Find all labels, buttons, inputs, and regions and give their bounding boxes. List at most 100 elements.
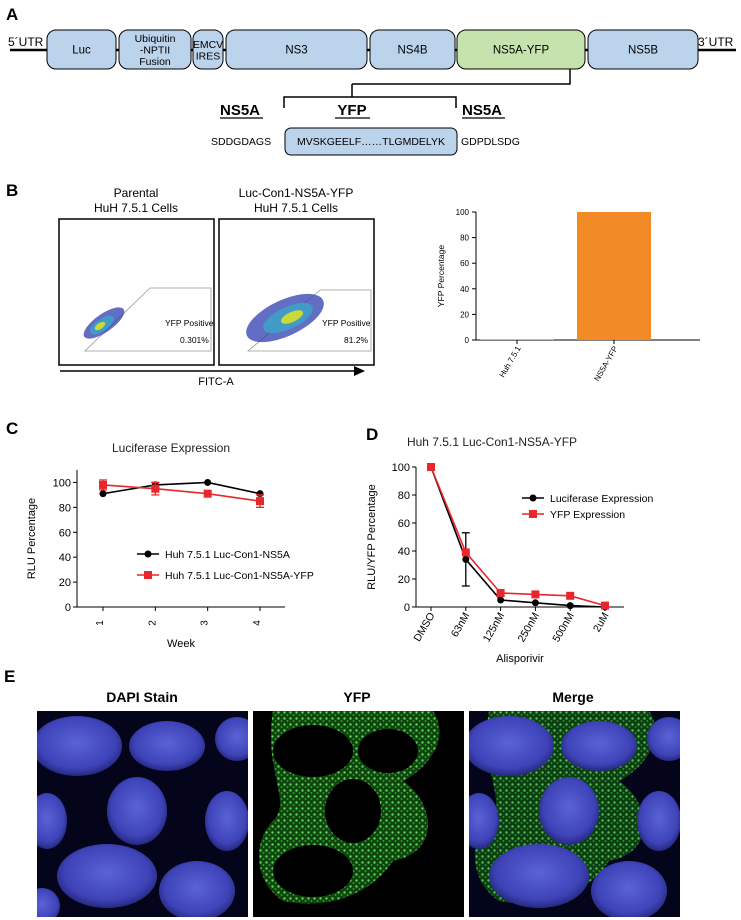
segment-ns5a-yfp-label: NS5A-YFP <box>493 45 550 57</box>
segment-ubiquitin-nptii-fusion-label: -NPTII <box>140 45 170 57</box>
flow1-gate-label: YFP Positive <box>165 318 214 328</box>
chart-title: Luciferase Expression <box>112 441 230 455</box>
merge-image <box>469 711 680 917</box>
series-marker <box>203 489 212 498</box>
segment-ubiquitin-nptii-fusion-label: Ubiquitin <box>135 33 176 45</box>
series-line <box>102 484 261 502</box>
segment-ns5b-label: NS5B <box>628 45 658 57</box>
segment-ubiquitin-nptii-fusion-label: Fusion <box>139 56 171 68</box>
legend-label: Luciferase Expression <box>550 493 653 505</box>
flow2-title-line1: Luc-Con1-NS5A-YFP <box>239 186 354 200</box>
series-marker <box>566 591 575 600</box>
y-tick-label: 80 <box>59 502 71 514</box>
legend-label: Huh 7.5.1 Luc-Con1-NS5A <box>165 549 290 561</box>
y-tick-label: 80 <box>398 490 410 502</box>
bar-category-label: NS5A-YFP <box>592 345 619 383</box>
x-axis-label: Week <box>167 638 195 650</box>
x-tick-label: 3 <box>200 620 211 626</box>
ns5a-right-label: NS5A <box>462 102 502 119</box>
series-line <box>102 481 261 495</box>
bar-y-tick-label: 60 <box>460 259 469 268</box>
flow2-gate-value: 81.2% <box>344 335 369 345</box>
legend-label: YFP Expression <box>550 509 625 521</box>
yfp-image <box>253 711 464 917</box>
series-marker <box>462 555 470 563</box>
x-tick-label: 125nM <box>481 611 507 645</box>
series-line <box>430 466 606 608</box>
y-tick-label: 0 <box>404 602 410 614</box>
y-tick-label: 60 <box>398 518 410 530</box>
bar-category-label: Huh 7.5.1 <box>498 344 523 379</box>
bar-y-tick-label: 0 <box>465 336 470 345</box>
x-tick-label: DMSO <box>411 611 437 644</box>
panel-label-c: C <box>6 419 18 438</box>
segment-emcv-ires-label: IRES <box>196 50 221 62</box>
panel-label-d: D <box>366 425 378 444</box>
flow1-title-line2: HuH 7.5.1 Cells <box>94 201 178 215</box>
zoom-bracket <box>283 96 457 108</box>
legend-marker <box>529 494 537 502</box>
fitc-axis-label: FITC-A <box>198 376 234 388</box>
x-tick-label: 4 <box>252 620 263 626</box>
dapi-title: DAPI Stain <box>106 689 178 705</box>
y-axis-label: RLU Percentage <box>26 498 38 579</box>
x-tick-label: 250nM <box>516 611 542 645</box>
y-tick-label: 20 <box>59 577 71 589</box>
seq-left: SDDGDAGS <box>211 136 271 148</box>
flow2-gate-label: YFP Positive <box>322 318 371 328</box>
bar <box>577 212 651 340</box>
series-marker <box>99 490 107 498</box>
x-tick-label: 63nM <box>449 611 473 640</box>
yfp-percentage-bar-chart: 0 20 40 60 80 100 YFP Percentage Huh 7.5.1 NS5A-… <box>436 208 700 383</box>
bar-y-axis-label: YFP Percentage <box>436 245 446 307</box>
legend-marker <box>529 510 537 518</box>
y-tick-label: 100 <box>53 477 71 489</box>
series-marker <box>531 599 539 607</box>
seq-yfp: MVSKGEELF……TLGMDELYK <box>297 136 445 148</box>
series-marker <box>256 497 264 506</box>
yfp-seq-box <box>284 127 458 156</box>
panel-b: B Parental HuH 7.5.1 Cells YFP Positive … <box>6 181 700 388</box>
y-tick-label: 60 <box>59 527 71 539</box>
yfp-title: YFP <box>343 689 370 705</box>
alisporivir-dose-chart: Huh 7.5.1 Luc-Con1-NS5A-YFP 0 20 40 60 80 100 R… <box>366 435 653 665</box>
bar-y-tick-label: 20 <box>460 310 469 319</box>
chart-title: Huh 7.5.1 Luc-Con1-NS5A-YFP <box>407 435 577 449</box>
bar-y-tick-label: 40 <box>460 285 469 294</box>
series-marker <box>151 484 160 493</box>
series-marker <box>496 589 505 597</box>
x-tick-label: 2uM <box>591 611 612 635</box>
flow-plot-ns5a-yfp <box>218 218 375 366</box>
y-tick-label: 40 <box>59 552 71 564</box>
luciferase-expression-chart: Luciferase Expression 0 20 40 60 80 100 RLU Per… <box>26 441 314 650</box>
x-tick-label: 1 <box>95 620 106 626</box>
x-tick-label: 500nM <box>550 611 576 645</box>
y-tick-label: 0 <box>65 602 71 614</box>
dapi-image <box>37 711 248 917</box>
segment-emcv-ires-label: EMCV <box>193 39 223 51</box>
x-tick-label: 2 <box>147 620 158 626</box>
segment-ns4b <box>369 29 456 70</box>
segment-ns5b <box>587 29 699 70</box>
series-marker <box>461 548 470 557</box>
x-axis-label: Alisporivir <box>496 653 544 665</box>
segment-ns3 <box>225 29 368 70</box>
flow1-gate-value: 0.301% <box>180 335 209 345</box>
segment-ubiquitin-nptii-fusion <box>118 29 192 70</box>
series-marker <box>566 602 574 610</box>
bar-y-tick-label: 80 <box>460 234 469 243</box>
zoom-bracket-stem <box>352 69 571 85</box>
y-axis-label: RLU/YFP Percentage <box>366 484 378 590</box>
seq-right: GDPDLSDG <box>461 136 520 148</box>
panel-d: D Huh 7.5.1 Luc-Con1-NS5A-YFP 0 20 40 60 80 10… <box>366 425 653 665</box>
y-tick-label: 40 <box>398 546 410 558</box>
y-tick-label: 20 <box>398 574 410 586</box>
segment-emcv-ires <box>192 29 224 70</box>
utr5-label: 5´UTR <box>8 35 44 49</box>
panel-e: E DAPI Stain YFP Merge <box>4 667 594 705</box>
y-tick-label: 100 <box>392 462 410 474</box>
flow-plot-parental <box>58 218 215 366</box>
legend-label: Huh 7.5.1 Luc-Con1-NS5A-YFP <box>165 570 314 582</box>
